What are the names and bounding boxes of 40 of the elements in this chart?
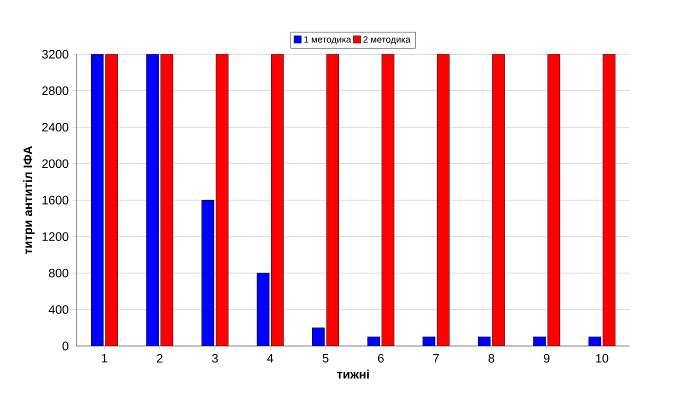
x-tick-label: 4 bbox=[267, 354, 274, 362]
bar bbox=[548, 54, 560, 346]
y-tick-label: 2800 bbox=[42, 86, 68, 95]
y-tick-label: 3200 bbox=[42, 50, 68, 58]
y-tick-label: 400 bbox=[48, 304, 68, 314]
y-tick-label: 0 bbox=[62, 341, 68, 350]
bar bbox=[257, 272, 270, 346]
x-tick-label: 7 bbox=[433, 354, 439, 362]
x-tick-label: 9 bbox=[544, 354, 550, 362]
bar bbox=[492, 54, 505, 346]
bar bbox=[533, 336, 546, 346]
y-tick-label: 800 bbox=[48, 268, 68, 278]
bar bbox=[160, 54, 173, 346]
bar bbox=[91, 54, 104, 346]
bar bbox=[312, 328, 325, 346]
y-axis-title: титри антитіл ІФА bbox=[23, 146, 35, 254]
x-tick-label: 10 bbox=[596, 354, 608, 362]
bar bbox=[146, 54, 159, 346]
bar bbox=[382, 54, 394, 346]
bar bbox=[105, 54, 118, 346]
bar bbox=[271, 54, 284, 346]
x-tick-label: 6 bbox=[378, 354, 384, 362]
legend-label: 1 методика bbox=[304, 36, 352, 44]
x-tick-label: 3 bbox=[212, 354, 218, 362]
y-tick-label: 2000 bbox=[42, 159, 68, 168]
x-tick-label: 8 bbox=[488, 354, 494, 362]
bar bbox=[216, 54, 228, 346]
y-tick-label: 2400 bbox=[42, 122, 68, 132]
x-tick-label: 1 bbox=[102, 354, 108, 362]
x-axis-title: тижні bbox=[337, 369, 369, 378]
y-tick-label: 1200 bbox=[42, 232, 68, 241]
bar bbox=[326, 54, 339, 346]
x-tick-label: 5 bbox=[322, 354, 328, 362]
legend-label: 2 методика bbox=[363, 36, 410, 44]
bar bbox=[437, 54, 450, 346]
bar bbox=[202, 200, 214, 346]
bar bbox=[422, 336, 436, 346]
y-tick-label: 1600 bbox=[42, 196, 68, 204]
x-tick-label: 2 bbox=[156, 354, 162, 362]
bar bbox=[602, 54, 616, 346]
